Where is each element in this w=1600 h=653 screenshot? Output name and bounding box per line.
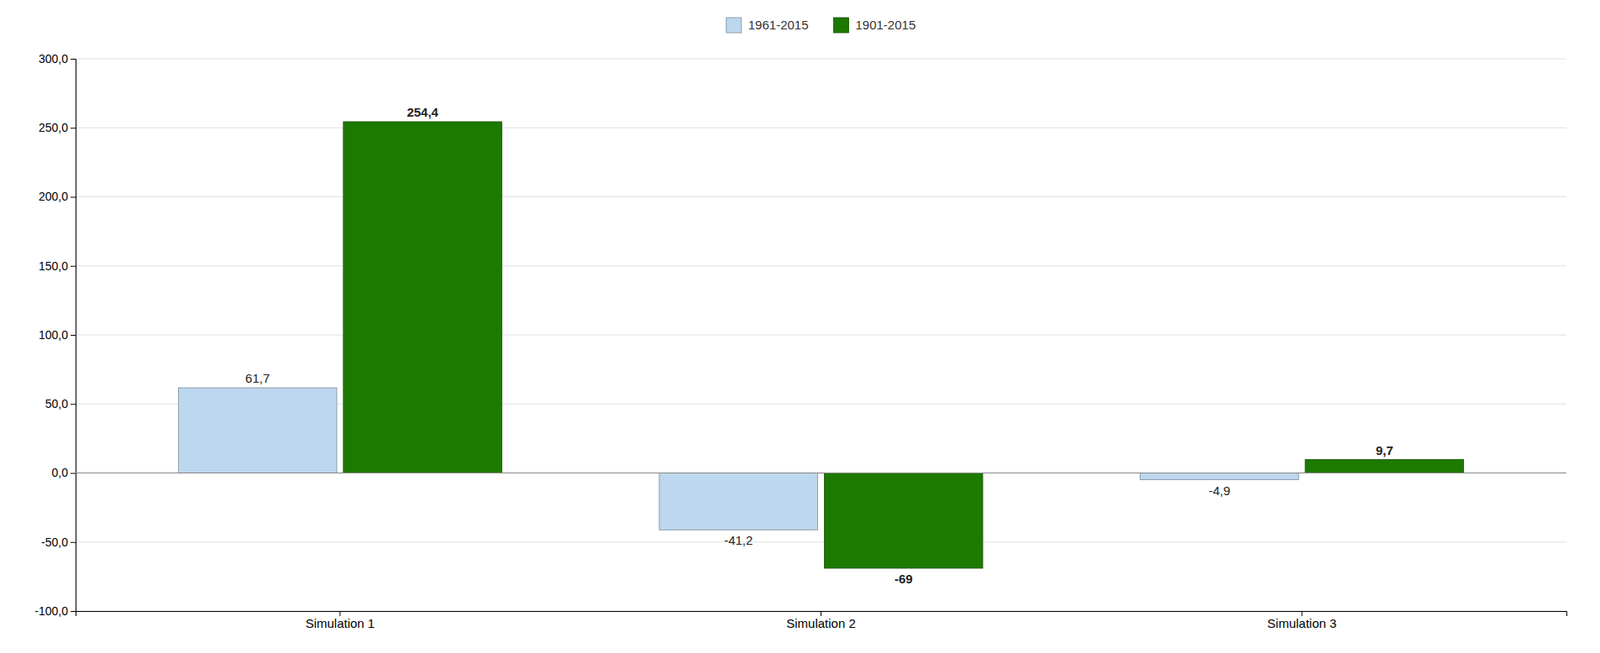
y-tick: -100,0: [34, 604, 76, 619]
grid-line: [75, 196, 1567, 198]
y-tick: 300,0: [38, 52, 76, 66]
data-label: -69: [894, 571, 913, 587]
grid-line: [75, 472, 1567, 474]
y-tick-mark: [70, 473, 76, 475]
x-tick-label: Simulation 2: [786, 616, 856, 631]
y-tick-mark: [70, 403, 76, 405]
plot-area: -100,0 -50,0 0,0 50,0 100,0 150,0 200,0 250,0 30…: [34, 52, 1567, 631]
y-tick: 100,0: [38, 328, 76, 342]
y-tick-mark: [70, 611, 76, 613]
grid-line: [75, 58, 1567, 60]
data-label: 9,7: [1375, 443, 1394, 458]
y-tick-mark: [70, 197, 76, 199]
y-tick-label: 100,0: [38, 328, 69, 342]
y-tick-label: -50,0: [41, 535, 69, 550]
x-tick-label: Simulation 3: [1267, 616, 1338, 631]
zero-line: [75, 472, 1567, 474]
y-tick-mark: [70, 266, 76, 268]
y-tick-label: 50,0: [45, 397, 69, 411]
legend-swatch: [726, 17, 742, 33]
y-tick-label: 200,0: [38, 189, 69, 204]
grid-line: [75, 265, 1567, 267]
bar: [178, 388, 337, 473]
x-tick: Simulation 2: [786, 611, 856, 631]
legend-label: 1901-2015: [855, 17, 917, 32]
y-tick-label: 300,0: [38, 52, 69, 66]
data-label: -4,9: [1208, 483, 1231, 499]
y-tick: 200,0: [38, 189, 76, 204]
y-tick: 50,0: [45, 397, 76, 411]
y-tick-label: -100,0: [34, 604, 69, 619]
legend-label: 1961-2015: [748, 17, 809, 32]
y-axis-line: [70, 59, 77, 613]
data-label: 61,7: [245, 371, 270, 386]
y-tick: 150,0: [38, 259, 76, 273]
y-tick-mark: [70, 58, 76, 60]
y-tick: -50,0: [41, 535, 76, 550]
x-tick: Simulation 1: [305, 611, 376, 631]
grid: [75, 58, 1567, 612]
bar: [659, 473, 819, 531]
y-axis: -100,0 -50,0 0,0 50,0 100,0 150,0 200,0 250,0 30…: [34, 52, 76, 619]
y-tick: 0,0: [52, 466, 76, 480]
data-label: 254,4: [406, 104, 439, 120]
bar: [1140, 473, 1300, 481]
bar: [1305, 460, 1464, 474]
legend-item: 1901-2015: [834, 17, 917, 33]
y-tick-label: 150,0: [38, 259, 69, 273]
grid-line: [75, 335, 1567, 336]
bar: [343, 121, 503, 473]
y-tick-label: 0,0: [52, 466, 69, 480]
y-tick-label: 250,0: [38, 120, 69, 135]
legend-item: 1961-2015: [726, 17, 809, 33]
x-tick-label: Simulation 1: [305, 616, 376, 631]
data-labels: 61,7 -41,2 -4,9 254,4 -69 9,7: [245, 104, 1394, 587]
bars: [178, 121, 1464, 569]
data-label: -41,2: [723, 533, 753, 548]
grid-line: [75, 127, 1567, 129]
legend: 1961-2015 1901-2015: [726, 17, 916, 33]
y-tick-mark: [70, 127, 76, 129]
y-tick: 250,0: [38, 120, 76, 135]
legend-swatch: [834, 17, 850, 33]
x-axis: Simulation 1 Simulation 2 Simulation 3: [76, 611, 1568, 631]
chart: -100,0 -50,0 0,0 50,0 100,0 150,0 200,0 250,0 30…: [0, 0, 1600, 653]
grid-line: [75, 541, 1567, 543]
y-tick-mark: [70, 542, 76, 544]
y-tick-mark: [70, 335, 76, 336]
bar: [823, 473, 983, 570]
x-tick: Simulation 3: [1267, 611, 1338, 631]
